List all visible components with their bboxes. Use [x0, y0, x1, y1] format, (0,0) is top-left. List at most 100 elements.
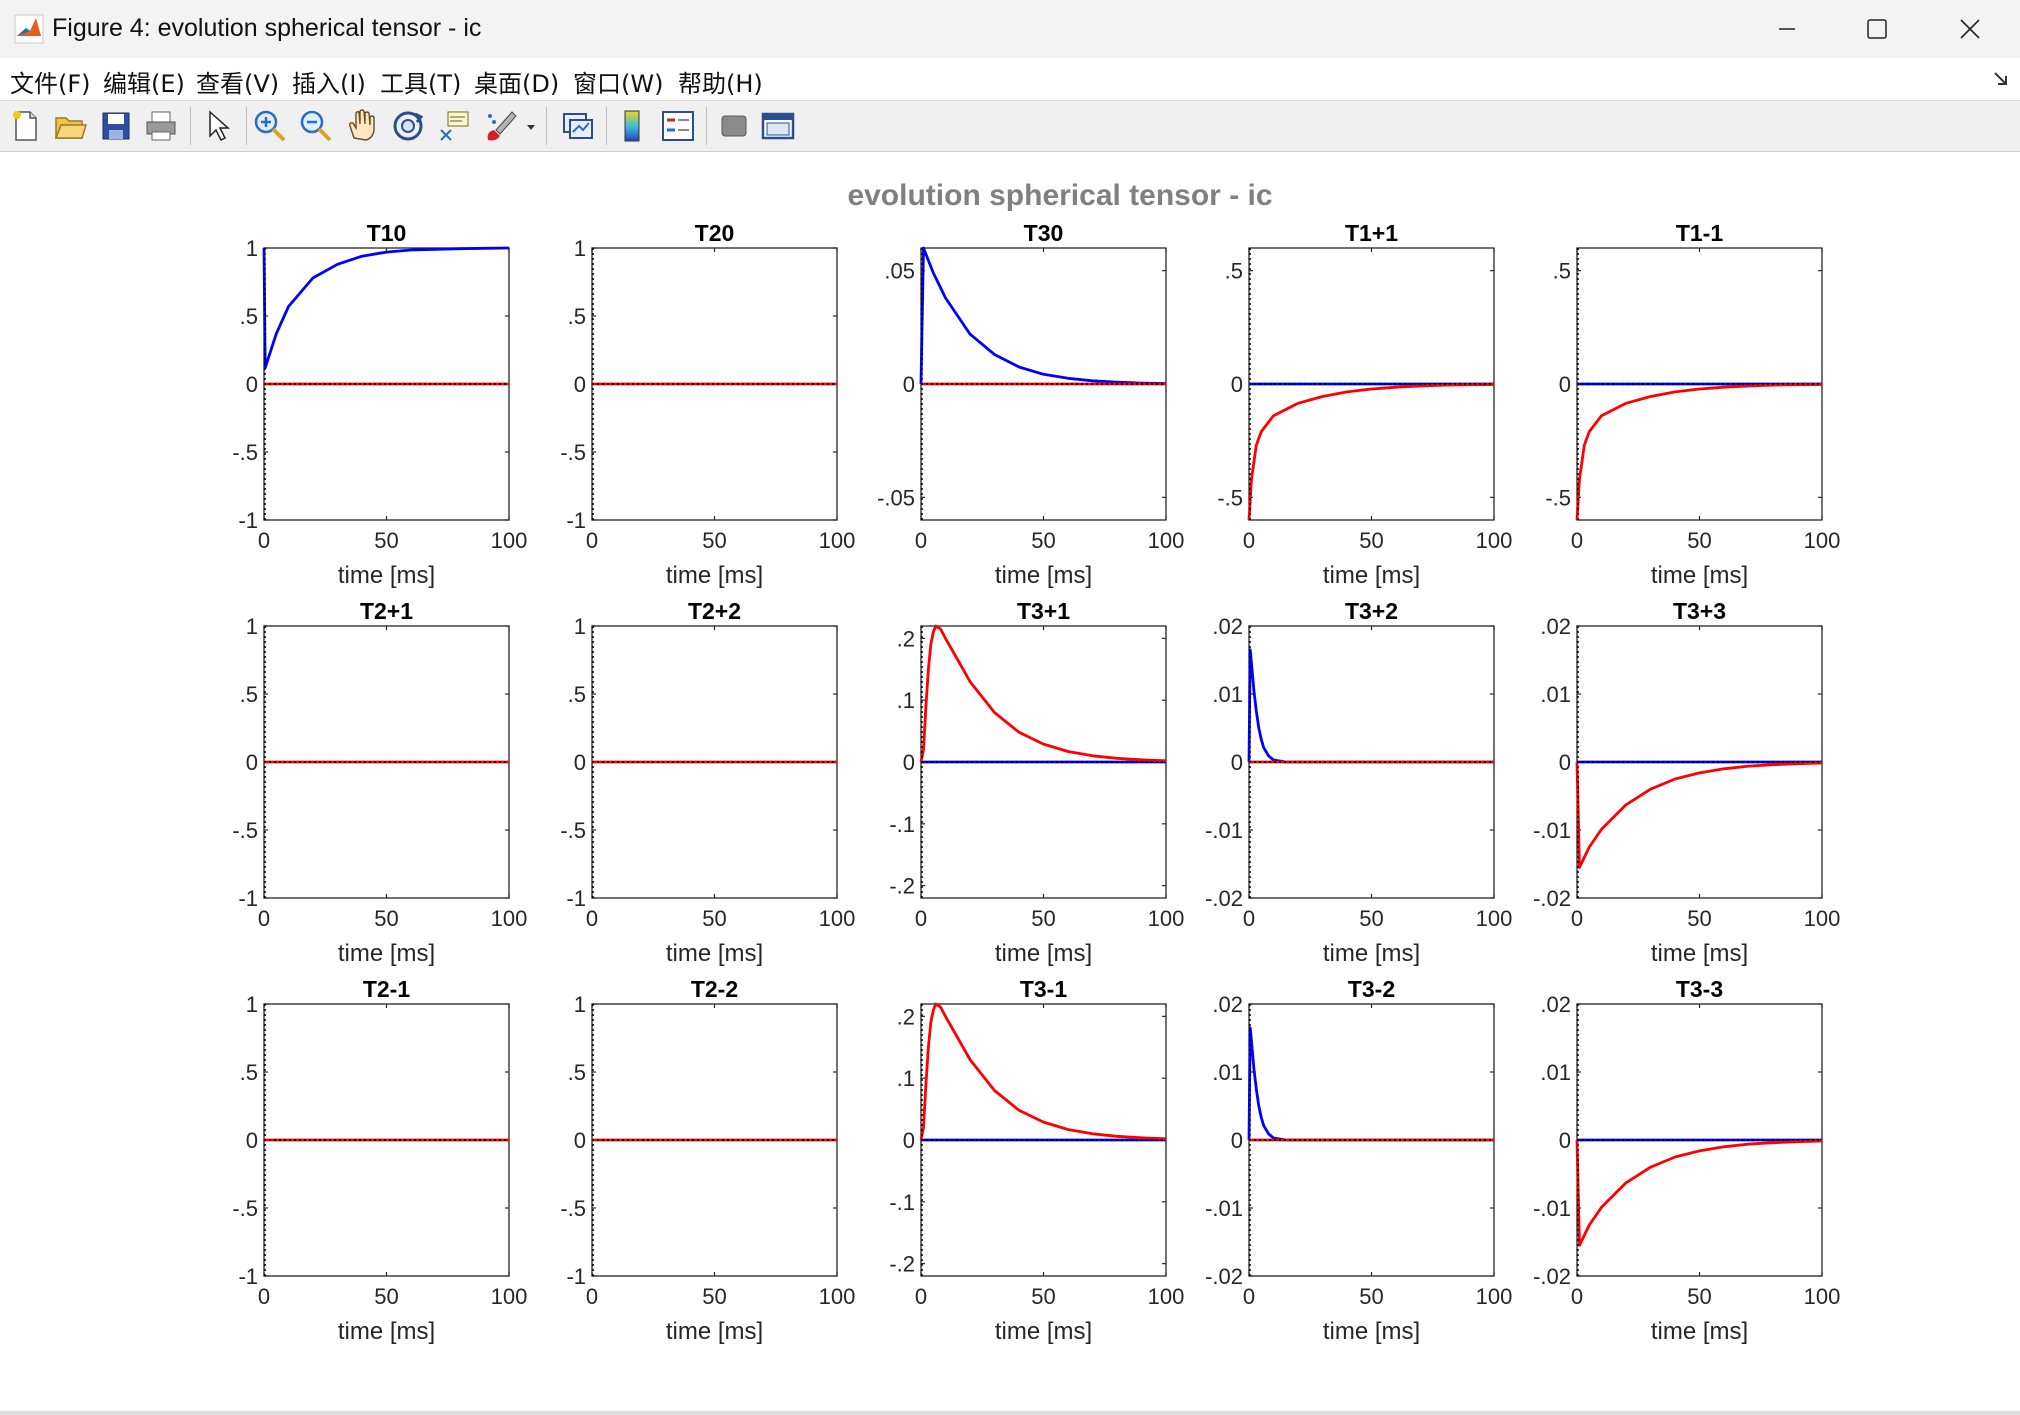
title-bar[interactable]: Figure 4: evolution spherical tensor - i…: [0, 0, 2020, 59]
figure-toolbar: [0, 101, 2020, 152]
y-tick-label: -.5: [232, 818, 258, 843]
x-tick-label: 50: [374, 528, 398, 553]
toolbar-separator: [606, 107, 607, 145]
x-tick-label: 100: [1148, 528, 1185, 553]
x-axis-label: time [ms]: [1651, 562, 1748, 589]
y-tick-label: -.2: [889, 874, 915, 899]
x-axis-label: time [ms]: [1323, 940, 1420, 967]
close-icon: [1960, 19, 1980, 39]
y-tick-label: 0: [246, 1128, 258, 1153]
subplot-title: T3-1: [1020, 976, 1068, 1002]
menu-desktop[interactable]: 桌面(D): [474, 70, 560, 98]
minimize-icon: [1779, 28, 1795, 30]
series-line-red: [1575, 1139, 1823, 1247]
open-file-icon[interactable]: [52, 108, 88, 144]
y-tick-label: 0: [903, 750, 915, 775]
y-tick-label: -1: [566, 508, 586, 533]
y-tick-label: 0: [1231, 1128, 1243, 1153]
y-tick-label: 1: [574, 614, 586, 639]
x-tick-label: 50: [1031, 1284, 1055, 1309]
y-tick-label: 1: [246, 614, 258, 639]
subplot-title: T3+3: [1673, 598, 1726, 624]
y-tick-label: .5: [1225, 259, 1243, 284]
menu-edit[interactable]: 编辑(E): [103, 70, 185, 98]
legend-icon[interactable]: [660, 108, 696, 144]
hide-plot-tools-icon[interactable]: [716, 108, 752, 144]
x-tick-label: 100: [1476, 1284, 1513, 1309]
save-icon[interactable]: [98, 108, 134, 144]
y-tick-label: -1: [566, 1264, 586, 1289]
show-plot-tools-icon[interactable]: [760, 108, 796, 144]
y-tick-label: .02: [1212, 614, 1243, 639]
subplot-title: T2-2: [691, 976, 738, 1002]
y-tick-label: 0: [1559, 750, 1571, 775]
x-tick-label: 0: [915, 906, 927, 931]
x-tick-label: 100: [1148, 906, 1185, 931]
close-button[interactable]: [1925, 0, 2015, 58]
menu-insert[interactable]: 插入(I): [292, 70, 366, 98]
x-axis-label: time [ms]: [1323, 562, 1420, 589]
menu-help[interactable]: 帮助(H): [678, 70, 763, 98]
x-axis-label: time [ms]: [338, 940, 435, 967]
data-cursor-icon[interactable]: [436, 108, 472, 144]
maximize-button[interactable]: [1832, 0, 1922, 58]
brush-dropdown-icon[interactable]: [524, 108, 538, 144]
series-line-red: [919, 624, 1167, 763]
subplot-title: T10: [367, 220, 407, 246]
y-tick-label: .5: [240, 304, 258, 329]
x-axis-label: time [ms]: [1323, 1318, 1420, 1345]
zoom-in-icon[interactable]: [252, 108, 288, 144]
print-icon[interactable]: [143, 108, 179, 144]
x-tick-label: 50: [1687, 906, 1711, 931]
rotate-3d-icon[interactable]: [390, 108, 426, 144]
y-tick-label: .5: [240, 682, 258, 707]
x-tick-label: 0: [258, 906, 270, 931]
y-tick-label: .5: [568, 1060, 586, 1085]
minimize-button[interactable]: [1742, 0, 1832, 58]
x-tick-label: 50: [374, 1284, 398, 1309]
subplot-t10: T10 0 50 100 -1 -.5 0 .5 1 time [ms]: [232, 220, 527, 589]
toolbar-separator: [546, 107, 547, 145]
colorbar-icon[interactable]: [614, 108, 650, 144]
series-line-red: [1575, 761, 1823, 869]
y-tick-label: 0: [903, 372, 915, 397]
toolbar-separator: [246, 107, 247, 145]
zoom-out-icon[interactable]: [298, 108, 334, 144]
x-tick-label: 0: [586, 1284, 598, 1309]
x-tick-label: 100: [819, 906, 856, 931]
subplot-title: T1-1: [1676, 220, 1724, 246]
brush-icon[interactable]: [482, 108, 518, 144]
x-axis-label: time [ms]: [338, 562, 435, 589]
menu-tools[interactable]: 工具(T): [380, 70, 462, 98]
select-arrow-icon[interactable]: [200, 108, 236, 144]
x-tick-label: 50: [1359, 528, 1383, 553]
y-tick-label: .5: [1553, 259, 1571, 284]
link-plot-icon[interactable]: [560, 108, 596, 144]
y-tick-label: -.2: [889, 1252, 915, 1277]
subplot-title: T20: [695, 220, 735, 246]
menu-file[interactable]: 文件(F): [10, 70, 91, 98]
new-figure-icon[interactable]: [8, 108, 44, 144]
pan-hand-icon[interactable]: [344, 108, 380, 144]
x-tick-label: 50: [1031, 528, 1055, 553]
x-tick-label: 100: [1804, 906, 1841, 931]
x-tick-label: 100: [1476, 906, 1513, 931]
x-tick-label: 50: [374, 906, 398, 931]
subplot-title: T2-1: [363, 976, 411, 1002]
undock-arrow-icon[interactable]: [1992, 70, 2010, 88]
x-tick-label: 100: [1476, 528, 1513, 553]
y-tick-label: 0: [1559, 1128, 1571, 1153]
y-tick-label: -.02: [1205, 886, 1243, 911]
toolbar-separator: [706, 107, 707, 145]
menu-view[interactable]: 查看(V): [196, 70, 280, 98]
subplot-t3plus2: T3+2 0 50 100 -.02 -.01 0 .01 .02 time [ms]: [1205, 598, 1512, 967]
x-tick-label: 50: [1687, 528, 1711, 553]
x-tick-label: 50: [1687, 1284, 1711, 1309]
y-tick-label: -.5: [232, 1196, 258, 1221]
y-tick-label: -.5: [232, 440, 258, 465]
y-tick-label: .02: [1212, 992, 1243, 1017]
y-tick-label: 0: [574, 1128, 586, 1153]
menu-window[interactable]: 窗口(W): [573, 70, 664, 98]
